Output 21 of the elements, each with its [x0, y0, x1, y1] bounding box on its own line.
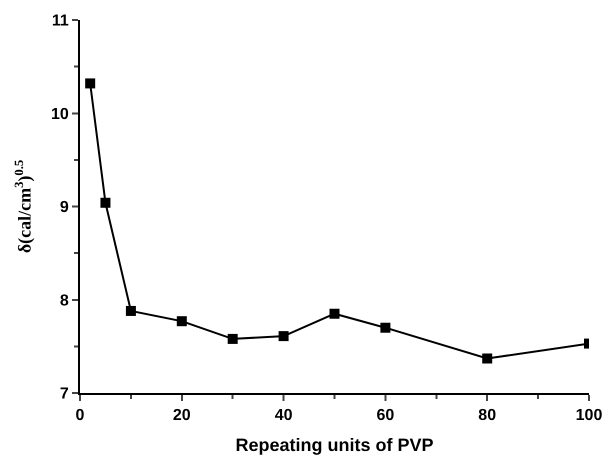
- point: [100, 198, 110, 208]
- y-tick-label: 8: [60, 292, 69, 310]
- x-tick-label: 0: [76, 407, 85, 424]
- x-tick-label: 80: [478, 407, 496, 424]
- x-tick-label: 40: [274, 407, 293, 424]
- point: [228, 334, 238, 344]
- x-tick-label: 20: [172, 407, 191, 424]
- x-tick-label: 100: [576, 407, 602, 424]
- point: [126, 306, 136, 316]
- point: [380, 322, 390, 333]
- y-tick-label: 7: [60, 386, 69, 403]
- point: [85, 78, 96, 88]
- x-tick-label: 60: [376, 407, 394, 424]
- point: [482, 354, 492, 364]
- x-axis-title: Repeating units of PVP: [235, 434, 434, 455]
- y-tick-label: 11: [52, 12, 69, 30]
- point: [278, 331, 289, 342]
- point: [176, 316, 187, 326]
- point: [330, 308, 340, 319]
- y-tick-label: 10: [51, 106, 69, 123]
- y-tick-label: 9: [60, 199, 69, 216]
